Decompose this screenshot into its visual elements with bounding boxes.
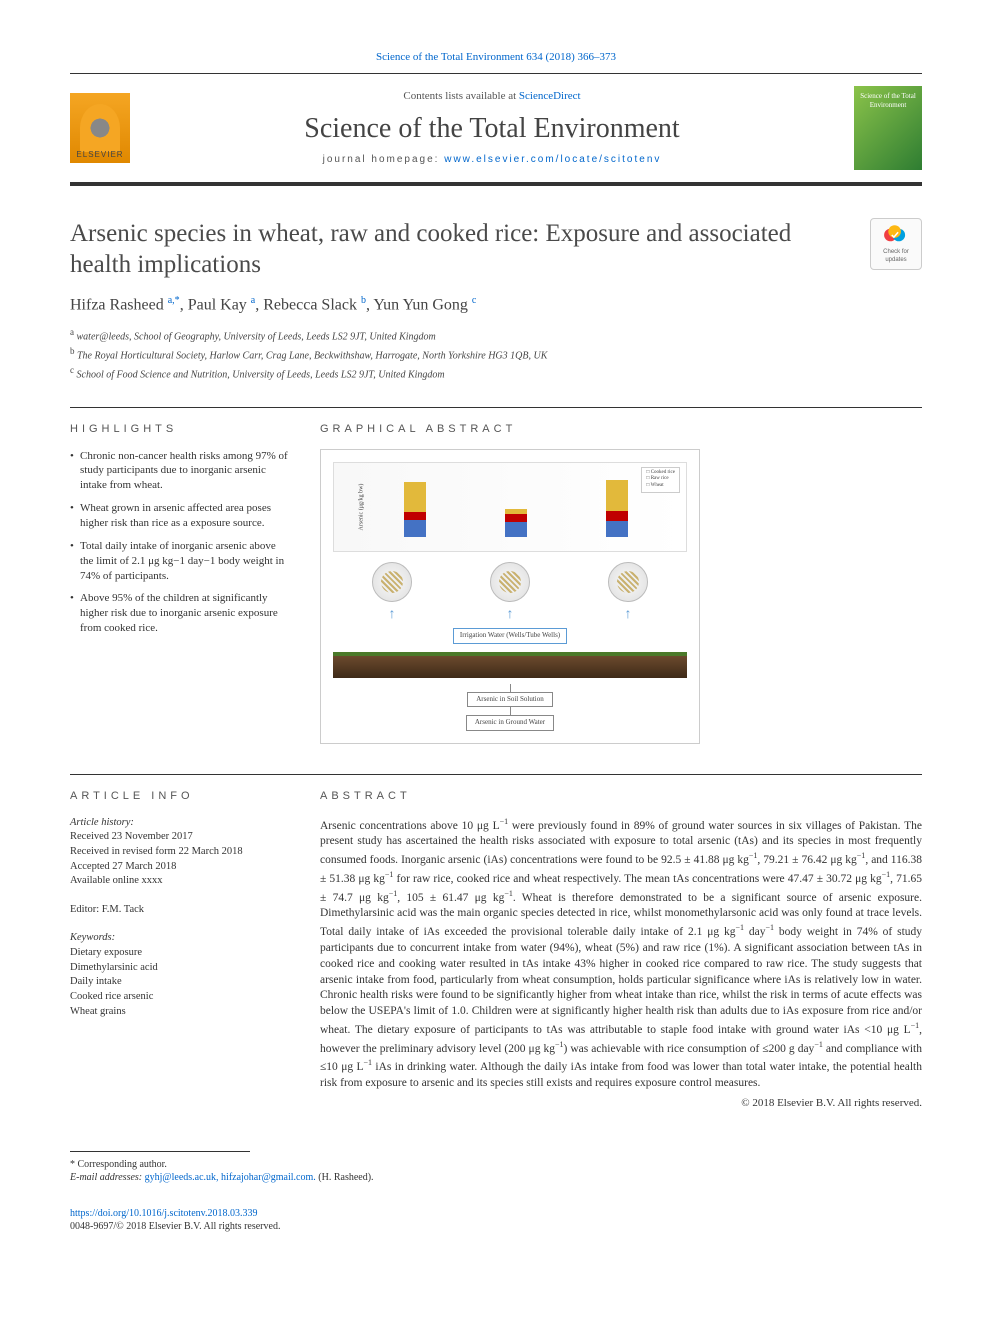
affiliation-line: a water@leeds, School of Geography, Univ… xyxy=(70,326,922,345)
history-line: Received 23 November 2017 xyxy=(70,830,290,845)
history-line: Accepted 27 March 2018 xyxy=(70,860,290,875)
doi-block: https://doi.org/10.1016/j.scitotenv.2018… xyxy=(70,1207,922,1234)
article-history: Article history: Received 23 November 20… xyxy=(70,816,290,889)
ga-soil-layer xyxy=(333,652,687,678)
highlight-item: Total daily intake of inorganic arsenic … xyxy=(70,539,290,584)
sciencedirect-link[interactable]: ScienceDirect xyxy=(519,90,581,102)
keyword-line: Dimethylarsinic acid xyxy=(70,961,290,976)
article-title: Arsenic species in wheat, raw and cooked… xyxy=(70,218,854,281)
authors-line: Hifza Rasheed a,*, Paul Kay a, Rebecca S… xyxy=(70,294,922,316)
copyright-line: © 2018 Elsevier B.V. All rights reserved… xyxy=(320,1096,922,1111)
journal-homepage-link[interactable]: www.elsevier.com/locate/scitotenv xyxy=(444,154,661,165)
ga-bar xyxy=(606,480,628,537)
top-citation: Science of the Total Environment 634 (20… xyxy=(70,50,922,65)
keywords-block: Keywords: Dietary exposureDimethylarsini… xyxy=(70,931,290,1019)
highlights-heading: HIGHLIGHTS xyxy=(70,422,290,437)
crossmark-icon xyxy=(882,224,910,246)
graphical-abstract: Arsenic (μg/kg bw) □ Cooked rice□ Raw ri… xyxy=(320,449,700,744)
editor-line: Editor: F.M. Tack xyxy=(70,903,290,917)
highlight-item: Above 95% of the children at significant… xyxy=(70,591,290,636)
arrow-up-icon: ↑ xyxy=(625,606,632,625)
crossmark-badge[interactable]: Check forupdates xyxy=(870,218,922,270)
arrow-up-icon: ↑ xyxy=(389,606,396,625)
abstract-text: Arsenic concentrations above 10 μg L−1 w… xyxy=(320,816,922,1092)
highlights-list: Chronic non-cancer health risks among 97… xyxy=(70,449,290,636)
history-line: Received in revised form 22 March 2018 xyxy=(70,845,290,860)
footnote-rule xyxy=(70,1151,250,1152)
keyword-line: Dietary exposure xyxy=(70,946,290,961)
ga-soil-solution-box: Arsenic in Soil Solution xyxy=(467,692,552,707)
homepage-line: journal homepage: www.elsevier.com/locat… xyxy=(148,153,836,167)
email-link[interactable]: gyhj@leeds.ac.uk, hifzajohar@gmail.com. xyxy=(145,1172,316,1183)
ga-bar xyxy=(505,509,527,537)
article-info-heading: ARTICLE INFO xyxy=(70,789,290,804)
top-citation-link[interactable]: Science of the Total Environment 634 (20… xyxy=(376,51,616,63)
ga-irrigation-box: Irrigation Water (Wells/Tube Wells) xyxy=(453,628,567,643)
plate-icon xyxy=(372,562,412,602)
journal-header: ELSEVIER Contents lists available at Sci… xyxy=(70,73,922,186)
affiliation-line: c School of Food Science and Nutrition, … xyxy=(70,364,922,383)
keyword-line: Wheat grains xyxy=(70,1005,290,1020)
keyword-line: Daily intake xyxy=(70,975,290,990)
corresponding-author: * Corresponding author. E-mail addresses… xyxy=(70,1158,922,1185)
affiliation-line: b The Royal Horticultural Society, Harlo… xyxy=(70,345,922,364)
history-line: Available online xxxx xyxy=(70,874,290,889)
elsevier-logo: ELSEVIER xyxy=(70,93,130,163)
graphical-abstract-heading: GRAPHICAL ABSTRACT xyxy=(320,422,922,437)
abstract-heading: ABSTRACT xyxy=(320,789,922,804)
plate-icon xyxy=(490,562,530,602)
ga-bar xyxy=(404,482,426,536)
keyword-line: Cooked rice arsenic xyxy=(70,990,290,1005)
ga-groundwater-box: Arsenic in Ground Water xyxy=(466,715,554,730)
journal-cover-thumbnail: Science of the Total Environment xyxy=(854,86,922,170)
ga-stacked-bar-chart: Arsenic (μg/kg bw) □ Cooked rice□ Raw ri… xyxy=(333,462,687,552)
issn-line: 0048-9697/© 2018 Elsevier B.V. All right… xyxy=(70,1220,922,1234)
highlight-item: Wheat grown in arsenic affected area pos… xyxy=(70,501,290,531)
ga-food-plates xyxy=(333,562,687,602)
journal-name: Science of the Total Environment xyxy=(148,110,836,148)
highlight-item: Chronic non-cancer health risks among 97… xyxy=(70,449,290,494)
doi-link[interactable]: https://doi.org/10.1016/j.scitotenv.2018… xyxy=(70,1208,258,1219)
plate-icon xyxy=(608,562,648,602)
contents-line: Contents lists available at ScienceDirec… xyxy=(148,89,836,104)
affiliations: a water@leeds, School of Geography, Univ… xyxy=(70,326,922,382)
ga-legend: □ Cooked rice□ Raw rice□ Wheat xyxy=(641,467,680,493)
arrow-up-icon: ↑ xyxy=(507,606,514,625)
